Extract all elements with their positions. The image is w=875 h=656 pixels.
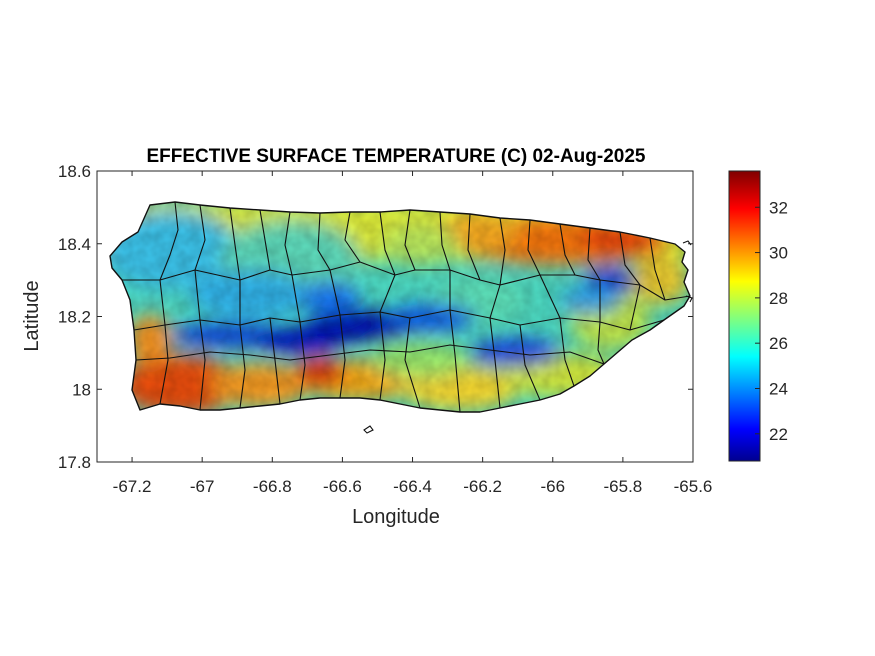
colorbar-tick-label: 30 [769,244,788,263]
colorbar-tick-label: 26 [769,334,788,353]
colorbar [728,170,761,462]
y-axis-label: Latitude [21,280,43,351]
x-tick-label: -67 [190,477,215,496]
colorbar-tick-label: 28 [769,289,788,308]
chart-title: EFFECTIVE SURFACE TEMPERATURE (C) 02-Aug… [147,146,646,167]
y-tick-label: 18 [72,380,91,399]
x-tick-label: -66.6 [323,477,362,496]
y-axis-ticks: 17.8 18 18.2 18.4 18.6 [58,162,693,472]
x-tick-label: -66 [540,477,565,496]
y-tick-label: 18.2 [58,308,91,327]
x-tick-label: -66.8 [253,477,292,496]
y-tick-label: 17.8 [58,453,91,472]
colorbar-tick-label: 32 [769,198,788,217]
colorbar-tick-label: 22 [769,425,788,444]
colorbar-tick-label: 24 [769,380,788,399]
y-tick-label: 18.4 [58,235,91,254]
x-tick-label: -67.2 [113,477,152,496]
y-tick-label: 18.6 [58,162,91,181]
temperature-field [110,202,690,412]
municipality-boundaries [109,201,691,413]
x-tick-label: -65.6 [674,477,713,496]
x-tick-label: -66.2 [463,477,502,496]
x-tick-label: -65.8 [604,477,643,496]
x-tick-label: -66.4 [393,477,432,496]
x-axis-label: Longitude [352,506,440,528]
colorbar-ticks: 22 24 26 28 30 32 [755,198,788,444]
x-axis-ticks: -67.2 -67 -66.8 -66.6 -66.4 -66.2 -66 -65.8 -65.… [113,171,713,496]
